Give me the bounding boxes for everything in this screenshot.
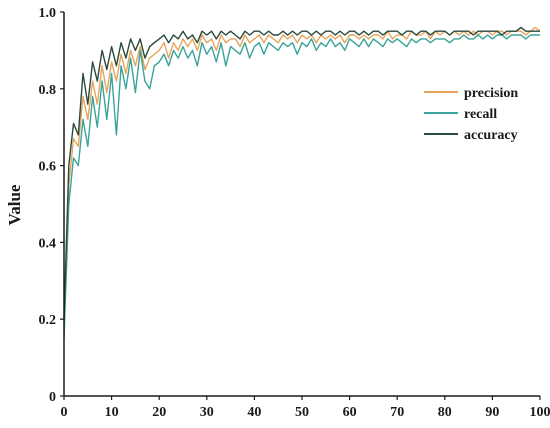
axis-ticks: 0 10 20 30 40 50 60 70 80 90 100 0 0.2 0.4 0.6 0.8 1.0 [39, 6, 550, 420]
legend-label-accuracy: accuracy [464, 128, 518, 143]
plot-frame [63, 12, 540, 397]
series-lines [63, 26, 541, 339]
y-tick-label: 0.4 [39, 236, 57, 251]
x-tick-label: 70 [390, 405, 404, 420]
x-tick-label: 60 [343, 405, 357, 420]
x-tick-label: 10 [105, 405, 119, 420]
legend: precision recall accuracy [424, 86, 518, 143]
x-tick-label: 20 [152, 405, 166, 420]
series-line-precision [63, 26, 541, 327]
x-tick-label: 40 [247, 405, 261, 420]
x-tick-label: 30 [200, 405, 214, 420]
x-tick-label: 80 [438, 405, 452, 420]
y-tick-label: 0 [49, 390, 56, 405]
y-axis-title: Value [5, 184, 24, 225]
legend-label-precision: precision [464, 86, 518, 101]
y-tick-label: 0.6 [39, 160, 57, 175]
series-line-recall [63, 34, 540, 339]
x-tick-label: 0 [61, 405, 68, 420]
y-tick-label: 0.8 [39, 83, 57, 98]
x-tick-label: 50 [295, 405, 309, 420]
series-line-accuracy [63, 26, 540, 320]
y-tick-label: 1.0 [39, 6, 57, 21]
x-tick-label: 90 [485, 405, 499, 420]
legend-label-recall: recall [464, 107, 497, 122]
y-tick-label: 0.2 [39, 313, 57, 328]
x-tick-label: 100 [530, 405, 550, 420]
